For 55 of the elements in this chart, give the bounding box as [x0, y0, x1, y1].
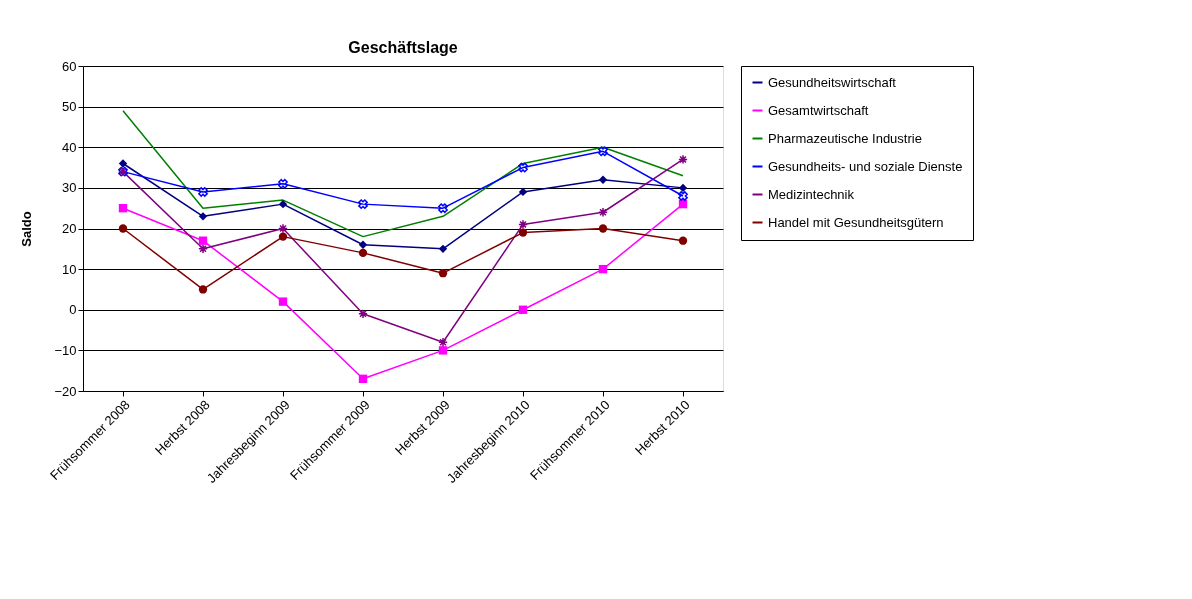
point	[438, 244, 448, 253]
legend-label: Gesundheits- und soziale Dienste	[768, 158, 963, 174]
point	[198, 212, 208, 221]
y-tick-label: 20	[62, 221, 77, 236]
point	[598, 264, 608, 274]
legend-label: Gesamtwirtschaft	[768, 102, 869, 118]
line-series	[122, 109, 684, 238]
point	[278, 223, 288, 234]
point	[118, 224, 128, 233]
point	[118, 204, 128, 213]
point	[678, 191, 688, 201]
legend-label: Gesundheitswirtschaft	[768, 74, 897, 90]
point	[358, 308, 368, 319]
y-tick-label: 50	[62, 99, 77, 115]
point	[198, 285, 208, 294]
point	[678, 183, 688, 193]
y-tick-label: −10	[54, 342, 77, 358]
chart-title: Geschäftslage	[348, 39, 458, 56]
point	[198, 243, 208, 254]
y-tick-label: 30	[62, 180, 77, 196]
y-tick-label: 40	[62, 139, 77, 155]
point	[518, 305, 528, 314]
point	[518, 228, 528, 237]
point	[438, 269, 448, 278]
legend-label: Medizintechnik	[768, 186, 855, 202]
point	[598, 175, 608, 184]
point	[358, 248, 368, 258]
legend-label: Pharmazeutische Industrie	[768, 130, 922, 146]
point	[518, 219, 528, 230]
point	[438, 346, 448, 355]
point	[518, 162, 528, 173]
legend-label: Handel mit Gesundheitsgütern	[768, 214, 944, 230]
point	[518, 187, 528, 197]
point	[678, 236, 688, 245]
point	[278, 297, 288, 306]
point	[198, 187, 208, 197]
y-axis-title: Saldo	[19, 211, 35, 247]
point	[678, 154, 688, 165]
point	[598, 207, 608, 218]
y-tick-label: −20	[54, 383, 77, 399]
point	[438, 203, 448, 214]
point	[118, 159, 128, 168]
point	[198, 236, 208, 245]
point	[438, 337, 448, 348]
point	[278, 232, 288, 241]
y-tick-label: 60	[62, 58, 77, 74]
point	[358, 374, 368, 383]
point	[278, 199, 288, 209]
point	[358, 199, 368, 210]
y-tick-label: 10	[62, 261, 77, 277]
point	[598, 146, 608, 157]
point	[598, 224, 608, 233]
point	[358, 240, 368, 249]
y-tick-label: 0	[69, 302, 77, 318]
point	[278, 178, 288, 189]
